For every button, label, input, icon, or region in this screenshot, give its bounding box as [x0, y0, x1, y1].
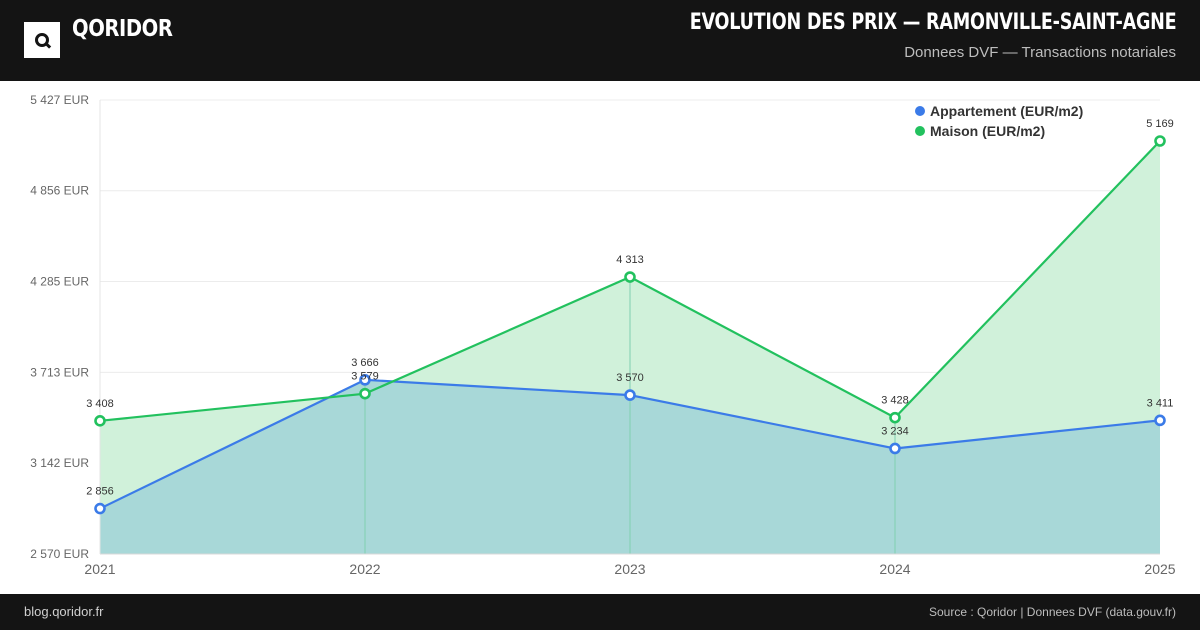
- y-tick-label: 5 427 EUR: [30, 93, 89, 107]
- legend-label-appartement: Appartement (EUR/m2): [930, 103, 1084, 119]
- data-label-appartement: 3 411: [1147, 397, 1174, 409]
- data-label-appartement: 2 856: [86, 486, 114, 498]
- data-label-appartement: 3 234: [881, 425, 909, 437]
- y-tick-label: 4 285 EUR: [30, 274, 89, 288]
- x-tick-label: 2022: [349, 561, 380, 577]
- footer-source: Source : Qoridor | Donnees DVF (data.gou…: [928, 605, 1176, 619]
- price-chart: 2 570 EUR 3 142 EUR 3 713 EUR 4 285 EUR 4 85…: [30, 93, 1175, 577]
- data-label-appartement: 3 570: [616, 372, 644, 384]
- y-tick-label: 3 142 EUR: [30, 456, 89, 470]
- data-point-appartement: [359, 374, 371, 386]
- y-tick-label: 3 713 EUR: [30, 365, 89, 379]
- legend-label-maison: Maison (EUR/m2): [930, 123, 1046, 139]
- data-label-maison: 4 313: [616, 254, 644, 266]
- x-tick-label: 2025: [1144, 561, 1175, 577]
- brand-name: QORIDOR: [72, 16, 173, 42]
- data-point-maison: [94, 415, 106, 427]
- legend-item-maison: Maison (EUR/m2): [915, 121, 1083, 141]
- header-bar: QORIDOR EVOLUTION DES PRIX — RAMONVILLE-…: [0, 0, 1200, 81]
- data-label-maison: 5 169: [1146, 118, 1174, 130]
- data-point-maison: [889, 411, 901, 424]
- data-point-appartement: [1154, 414, 1166, 427]
- data-point-appartement: [889, 442, 901, 455]
- page-subtitle: Donnees DVF — Transactions notariales: [904, 44, 1176, 61]
- y-tick-label: 2 570 EUR: [30, 547, 89, 561]
- page-title: EVOLUTION DES PRIX — RAMONVILLE-SAINT-AG…: [689, 10, 1176, 35]
- footer-bar: blog.qoridor.fr Source : Qoridor | Donne…: [0, 594, 1200, 630]
- data-point-maison: [359, 387, 371, 400]
- chart-legend: Appartement (EUR/m2) Maison (EUR/m2): [915, 101, 1083, 141]
- q-logo-icon: [35, 33, 49, 47]
- y-tick-label: 4 856 EUR: [30, 184, 89, 198]
- legend-dot-icon: [915, 126, 925, 136]
- data-label-maison: 3 579: [351, 371, 379, 383]
- data-label-appartement: 3 666: [351, 357, 379, 369]
- data-point-maison: [624, 271, 636, 283]
- legend-item-appartement: Appartement (EUR/m2): [915, 101, 1083, 121]
- data-label-maison: 3 408: [86, 398, 114, 410]
- data-point-maison: [1154, 135, 1166, 147]
- data-point-appartement: [624, 389, 636, 401]
- x-tick-label: 2023: [614, 561, 645, 577]
- x-tick-label: 2021: [84, 561, 115, 577]
- legend-dot-icon: [915, 106, 925, 116]
- footer-site-link[interactable]: blog.qoridor.fr: [24, 604, 104, 619]
- x-tick-label: 2024: [879, 561, 910, 577]
- qoridor-logo: [24, 22, 60, 58]
- data-point-appartement: [94, 502, 106, 515]
- data-label-maison: 3 428: [881, 395, 909, 407]
